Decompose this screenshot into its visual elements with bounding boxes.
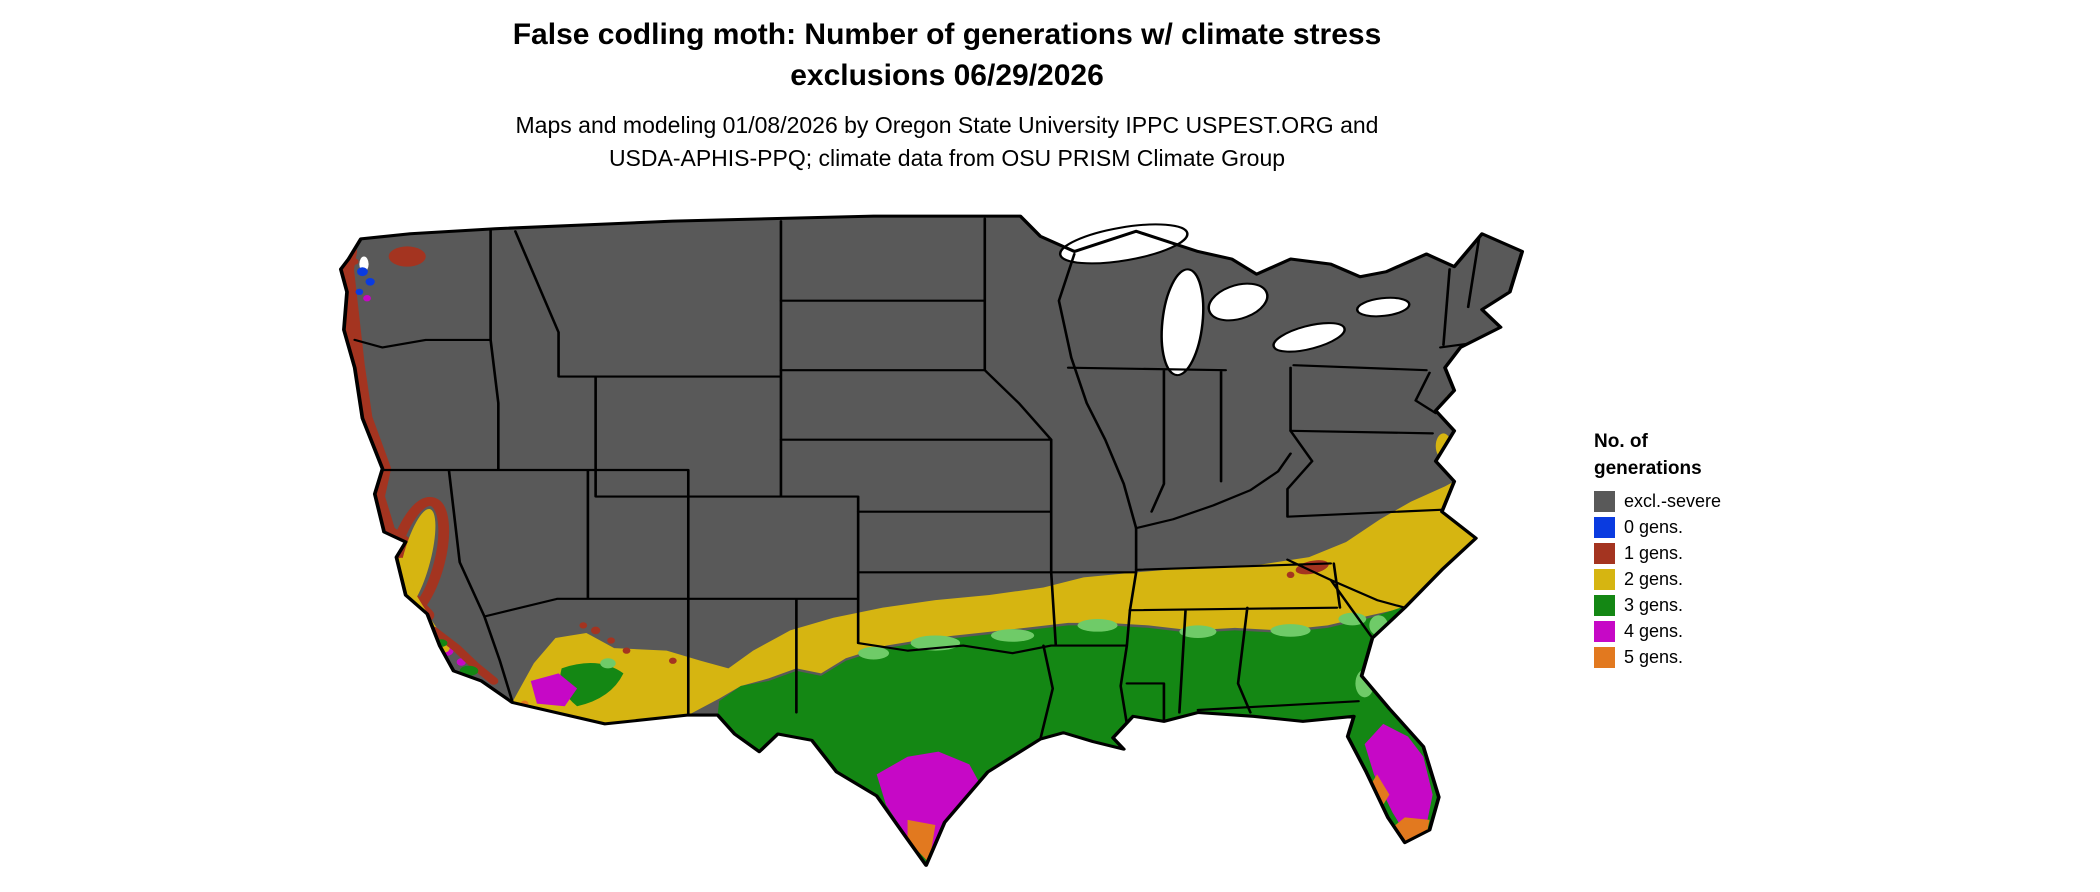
page-title-line1: False codling moth: Number of generation… <box>512 18 1382 51</box>
legend-item-label: 2 gens. <box>1624 569 1684 589</box>
legend-swatch <box>1594 647 1615 668</box>
legend-item-label: 1 gens. <box>1624 543 1684 563</box>
zone-3-gens-light-patches <box>600 612 1388 698</box>
state-border-lines-northeast <box>1289 237 1498 435</box>
zone-1-gens-specks <box>579 560 1329 664</box>
legend-item-label: 4 gens. <box>1624 621 1684 641</box>
legend-item-label: 3 gens. <box>1624 595 1684 615</box>
zone-4-gens-southwest <box>530 673 578 707</box>
map-header: False codling moth: Number of generation… <box>347 14 1547 175</box>
legend-swatch <box>1594 517 1615 538</box>
zone-3-gens-arizona-pocket <box>560 663 624 707</box>
us-map <box>330 206 1550 878</box>
page-subtitle-line1: Maps and modeling 01/08/2026 by Oregon S… <box>515 112 1379 138</box>
legend-swatch <box>1594 595 1615 616</box>
page-subtitle: Maps and modeling 01/08/2026 by Oregon S… <box>347 109 1547 175</box>
state-borders <box>353 217 1498 741</box>
lake-superior <box>1058 223 1189 265</box>
legend: No. of generations excl.-severe 0 gens. 1 … <box>1594 428 1721 673</box>
zone-4-gens-florida <box>1364 723 1433 838</box>
legend-title-line2: generations <box>1594 458 1702 479</box>
zone-5-gens-texas-tip <box>907 819 936 863</box>
lake-ontario <box>1355 296 1411 318</box>
state-border-lines-east <box>1066 366 1456 714</box>
page-title-line2: exclusions 06/29/2026 <box>790 59 1104 92</box>
legend-swatch <box>1594 491 1615 512</box>
state-border-lines-central <box>779 217 1166 741</box>
lake-erie <box>1272 322 1346 353</box>
lake-michigan <box>1160 268 1205 377</box>
legend-item: 4 gens. <box>1594 621 1721 642</box>
legend-item: excl.-severe <box>1594 491 1721 512</box>
zone-1-gens-socal-ranges <box>428 626 499 685</box>
zone-2-gens-band <box>512 481 1476 724</box>
lake-huron <box>1207 282 1269 322</box>
state-border-lines-west <box>353 220 860 722</box>
legend-swatch <box>1594 569 1615 590</box>
page-subtitle-line2: USDA-APHIS-PPQ; climate data from OSU PR… <box>608 145 1286 171</box>
legend-item: 3 gens. <box>1594 595 1721 616</box>
legend-item-label: 0 gens. <box>1624 517 1684 537</box>
legend-item-label: excl.-severe <box>1624 491 1722 511</box>
legend-item: 0 gens. <box>1594 517 1721 538</box>
legend-items: excl.-severe 0 gens. 1 gens. 2 gens. 3 gens.… <box>1594 491 1721 668</box>
generation-zones <box>340 216 1523 866</box>
legend-item: 1 gens. <box>1594 543 1721 564</box>
legend-item: 2 gens. <box>1594 569 1721 590</box>
legend-title: No. of generations <box>1594 428 1721 482</box>
great-lakes <box>1058 223 1411 377</box>
us-map-svg <box>338 214 1525 867</box>
legend-item-label: 5 gens. <box>1624 647 1684 667</box>
legend-swatch <box>1594 621 1615 642</box>
legend-swatch <box>1594 543 1615 564</box>
us-outline <box>338 214 1525 867</box>
legend-title-line1: No. of <box>1594 431 1648 452</box>
zone-5-gens-florida-coast <box>1370 774 1390 805</box>
legend-item: 5 gens. <box>1594 647 1721 668</box>
zone-pacific-northwest-cluster <box>350 246 426 302</box>
